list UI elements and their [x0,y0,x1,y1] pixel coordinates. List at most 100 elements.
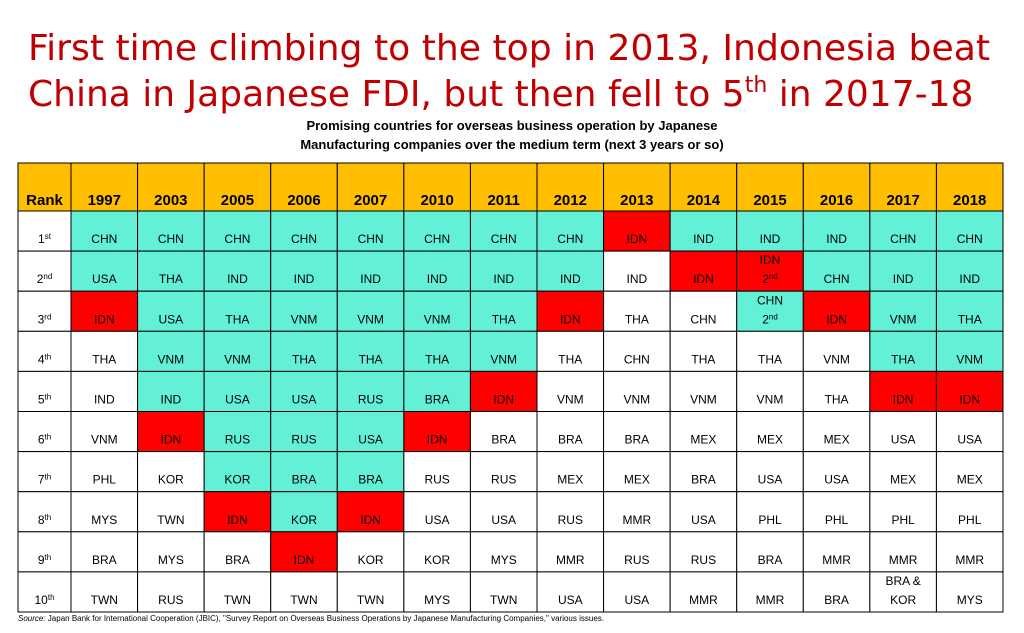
cell-text: 10th [34,593,54,607]
cell [935,330,1004,372]
cell [869,411,937,453]
source-note: Source: Japan Bank for International Coo… [18,614,604,623]
cell [935,491,1004,533]
cell [203,491,272,533]
cell-text: PHL [93,473,117,487]
title-sup: th [745,73,768,98]
cell [669,250,738,292]
header-cell [736,162,804,212]
header-text: 2005 [221,192,254,209]
cell [603,411,671,453]
header-text: 2011 [487,192,520,209]
cell-text: BRA [358,473,383,487]
cell-text: THA [758,352,782,366]
cell-text: BRA [625,433,650,447]
rank-cell [17,290,72,332]
cell-text: IND [161,393,182,407]
cell [802,210,871,252]
cell-text: IDN [826,312,847,326]
cell [869,210,937,252]
cell-text: MEX [957,473,983,487]
cell-text: 6th [38,433,51,447]
cell-text-sup: th [45,513,52,522]
cell-text-sup: nd [769,312,778,321]
cell-text: RUS [291,433,316,447]
cell-text: 2nd [762,272,778,286]
cell [203,571,272,613]
cell-text-main: 2 [762,272,769,286]
cell-text: IND [227,272,248,286]
cell [469,531,538,573]
cell [336,491,405,533]
cell [935,290,1004,332]
cell [137,531,205,573]
cell-text: IND [560,272,581,286]
cell-text: CHN [291,232,317,246]
cell-text-main: 6 [38,433,45,447]
cell-text: TWN [490,593,517,607]
cell-text-sup: nd [43,272,52,281]
cell [70,531,139,573]
cell [270,411,338,453]
cell-text: VNM [823,352,850,366]
cell [603,250,671,292]
cell-text: BRA [225,553,250,567]
header-text: 2014 [687,192,721,209]
title-text: in 2017-18 [767,74,973,115]
header-text: 2007 [354,192,387,209]
cell [669,330,738,372]
cell-text-main: 3 [38,312,45,326]
cell-text: VNM [224,352,251,366]
cell-text: IDN [227,513,248,527]
cell-text: MYS [491,553,517,567]
cell-text: CHN [91,232,117,246]
cell-text: USA [358,433,383,447]
cell-text: TWN [357,593,384,607]
cell [802,491,871,533]
cell [336,370,405,412]
cell-text-main: 5 [38,393,45,407]
cell-text: CHN [624,352,650,366]
cell-text: IDN [760,253,781,267]
cell-text-sup: th [45,352,52,361]
cell-text: IND [94,393,115,407]
cell-text: CHN [757,293,783,307]
cell-text: CHN [557,232,583,246]
cell [869,491,937,533]
cell-text: MEX [624,473,650,487]
cell [270,290,338,332]
cell-text: VNM [757,393,784,407]
cell [137,250,205,292]
cell [603,531,671,573]
cell-text: THA [159,272,183,286]
cell-text: KOR [224,473,250,487]
cell-text-main: 9 [38,553,45,567]
cell [137,451,205,493]
cell [669,571,738,613]
cell-text: USA [891,433,916,447]
source-label: Source: [18,614,46,623]
cell [70,250,139,292]
header-cell [336,162,405,212]
cell [536,531,605,573]
cell-text: USA [491,513,516,527]
rank-cell [17,330,72,372]
cell-text: IDN [493,393,514,407]
cell-text: KOR [890,593,916,607]
rank-table: Rank 1997 2003 2005 2006 2007 2010 2011 2012 2013… [17,162,1004,613]
header-cell [137,162,205,212]
rank-cell [17,491,72,533]
cell-text: 3rd [38,312,52,326]
cell [270,571,338,613]
cell-text: RUS [225,433,250,447]
cell-text-sup: rd [44,312,51,321]
cell [736,571,804,613]
cell-text: IND [294,272,315,286]
cell-text: MEX [557,473,583,487]
cell-text: TWN [91,593,118,607]
cell [336,250,405,292]
cell [869,531,937,573]
cell-text: 8th [38,513,51,527]
cell-text-sup: th [45,553,52,562]
